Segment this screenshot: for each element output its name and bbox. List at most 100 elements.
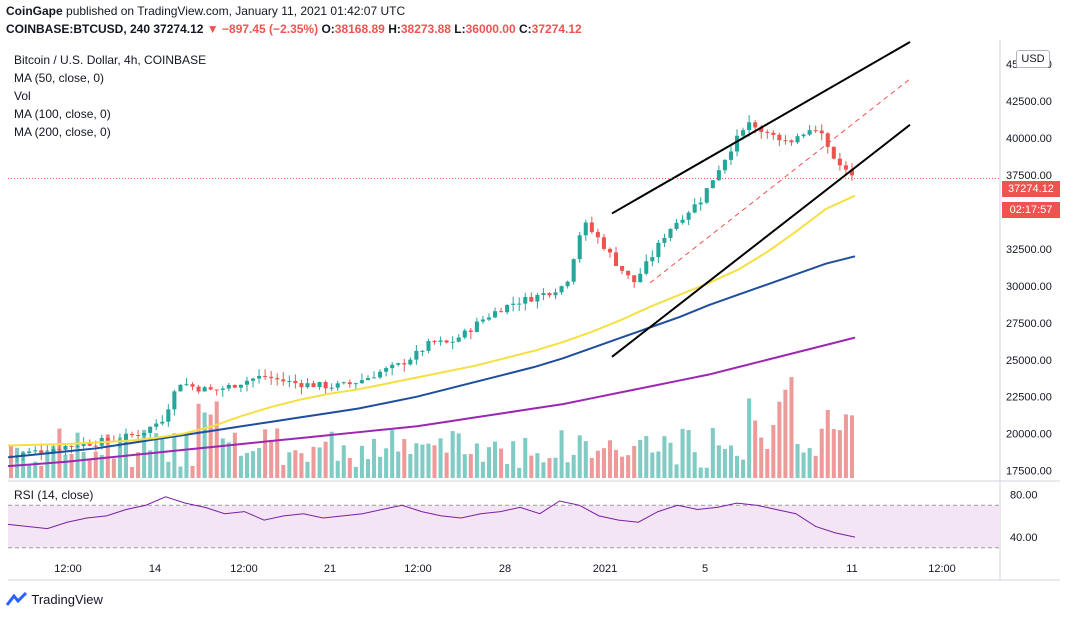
candle-body	[710, 180, 715, 189]
candle-body	[384, 368, 389, 372]
candle-body	[208, 387, 213, 390]
ohlc-line: COINBASE:BTCUSD, 240 37274.12 ▼ −897.45 …	[6, 22, 582, 36]
channel-mid-line	[649, 78, 911, 284]
high-label: H:	[388, 22, 401, 36]
candle-body	[547, 293, 552, 296]
channel-upper-line	[611, 41, 911, 215]
publisher: CoinGape	[6, 4, 63, 18]
volume-bar	[541, 462, 546, 478]
candle-body	[244, 380, 249, 385]
volume-bar	[626, 455, 631, 478]
candle-body	[771, 132, 776, 135]
candle-body	[650, 257, 655, 262]
candle-body	[468, 330, 473, 332]
volume-bar	[462, 454, 467, 478]
volume-bar	[819, 428, 824, 478]
volume-bar	[226, 442, 231, 478]
volume-bar	[843, 414, 848, 478]
volume-bar	[474, 443, 479, 478]
candle-body	[565, 281, 570, 287]
volume-bar	[777, 401, 782, 478]
currency-button[interactable]: USD	[1016, 50, 1050, 68]
price-tick-label: 27500.00	[1006, 318, 1052, 330]
candle-body	[493, 311, 498, 318]
volume-bar	[620, 456, 625, 478]
candle-body	[759, 127, 764, 132]
volume-bar	[559, 430, 564, 478]
volume-bar	[257, 448, 262, 478]
candle-body	[281, 379, 286, 382]
volume-bar	[33, 461, 38, 478]
candle-body	[577, 235, 582, 260]
volume-bar	[275, 428, 280, 478]
volume-bar	[698, 467, 703, 478]
volume-bar	[15, 447, 20, 478]
candle-body	[269, 376, 274, 379]
candle-body	[329, 387, 334, 389]
rsi-tick-label: 80.00	[1010, 490, 1038, 502]
candle-body	[607, 248, 612, 253]
volume-bar	[390, 430, 395, 478]
volume-bar	[251, 451, 256, 478]
volume-bar	[783, 389, 788, 478]
volume-bar	[486, 447, 491, 478]
volume-bar	[263, 429, 268, 478]
candle-body	[21, 453, 26, 456]
time-tick-label: 11	[846, 563, 857, 575]
candle-body	[160, 421, 165, 424]
volume-bar	[160, 436, 165, 478]
legend-ma200: MA (200, close, 0)	[14, 125, 111, 139]
volume-bar	[595, 450, 600, 478]
volume-bar	[795, 443, 800, 478]
ma200-line	[7, 336, 856, 468]
candle-body	[275, 378, 280, 380]
volume-bar	[414, 443, 419, 478]
volume-bar	[402, 439, 407, 478]
tradingview-logo[interactable]: TradingView	[5, 591, 103, 607]
volume-bar	[710, 428, 715, 478]
volume-bar	[232, 432, 237, 478]
candle-body	[172, 391, 177, 410]
volume-bar	[353, 466, 358, 478]
candle-body	[668, 228, 673, 238]
candle-body	[136, 435, 141, 437]
volume-bar	[493, 441, 498, 478]
volume-bar	[81, 451, 86, 478]
candle-body	[517, 303, 522, 305]
volume-bar	[638, 439, 643, 478]
volume-bar	[801, 452, 806, 478]
candle-body	[190, 384, 195, 387]
volume-bar	[505, 464, 510, 478]
candle-body	[456, 337, 461, 342]
volume-bar	[716, 445, 721, 478]
volume-bar	[662, 436, 667, 478]
price-tick-label: 30000.00	[1006, 281, 1052, 293]
volume-bar	[190, 465, 195, 478]
candle-body	[462, 330, 467, 338]
volume-bar	[202, 412, 207, 478]
candle-body	[450, 341, 455, 343]
volume-bar	[607, 440, 612, 478]
volume-bar	[825, 409, 830, 478]
volume-bar	[789, 377, 794, 478]
candle-body	[378, 371, 383, 378]
time-tick-label: 12:00	[54, 563, 82, 575]
candle-body	[849, 169, 854, 176]
price-change: −897.45 (−2.35%)	[222, 22, 319, 36]
candle-body	[317, 382, 322, 388]
volume-bar	[813, 455, 818, 478]
volume-bar	[87, 459, 92, 478]
candle-body	[632, 275, 637, 283]
volume-bar	[614, 449, 619, 478]
candle-body	[414, 350, 419, 360]
candle-body	[656, 242, 661, 258]
change-arrow: ▼	[206, 22, 219, 36]
low-label: L:	[454, 22, 466, 36]
candle-body	[595, 232, 600, 238]
volume-bar	[396, 451, 401, 478]
candle-body	[614, 252, 619, 266]
candle-body	[57, 448, 62, 450]
ma50-line	[7, 194, 856, 447]
candle-body	[807, 130, 812, 135]
